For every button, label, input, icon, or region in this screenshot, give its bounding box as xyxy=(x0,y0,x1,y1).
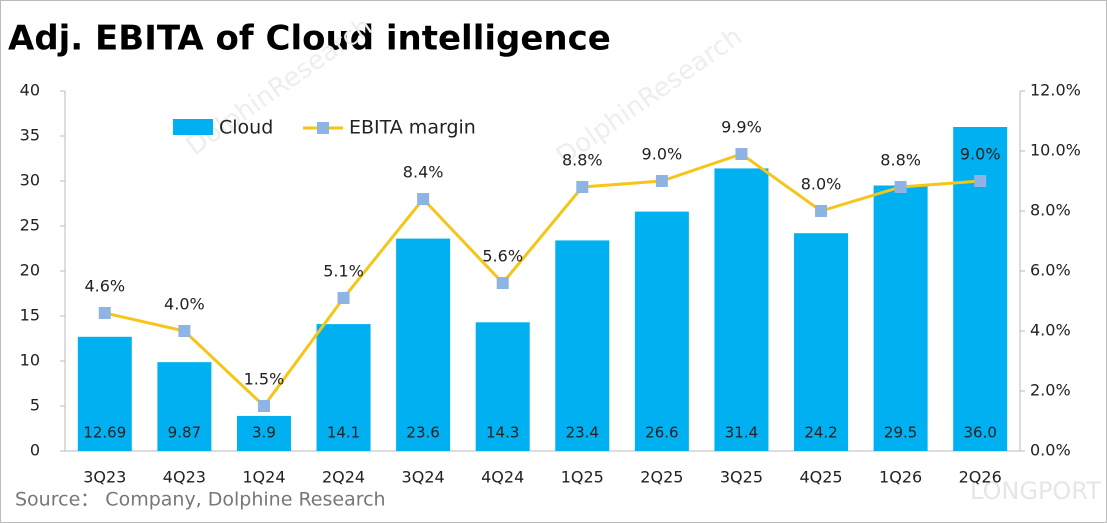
x-tick-label: 2Q24 xyxy=(322,468,365,487)
legend-swatch xyxy=(173,119,213,135)
y-tick-label: 15 xyxy=(20,306,40,325)
x-tick-label: 3Q25 xyxy=(720,468,763,487)
line-marker xyxy=(417,193,430,205)
line-value-label: 8.8% xyxy=(562,151,603,170)
x-tick-label: 3Q23 xyxy=(83,468,126,487)
bar xyxy=(475,322,530,451)
line-marker xyxy=(974,175,987,187)
x-tick-label: 1Q24 xyxy=(242,468,285,487)
bar-value-label: 12.69 xyxy=(83,424,126,442)
y2-tick-label: 6.0% xyxy=(1030,261,1071,280)
bar-value-label: 29.5 xyxy=(884,424,917,442)
y-tick-label: 40 xyxy=(20,81,40,100)
y-tick-label: 35 xyxy=(20,126,40,145)
bar xyxy=(157,362,212,451)
legend-label: EBITA margin xyxy=(349,117,476,139)
bar-value-label: 36.0 xyxy=(964,424,997,442)
line-value-label: 8.4% xyxy=(403,163,444,182)
x-tick-label: 4Q24 xyxy=(481,468,524,487)
line-value-label: 5.6% xyxy=(482,247,523,266)
y-tick-label: 0 xyxy=(30,441,40,460)
line-marker xyxy=(894,181,907,193)
bar xyxy=(714,168,769,451)
bar xyxy=(316,324,371,451)
bar xyxy=(794,233,849,451)
source: Source： Company, Dolphine Research xyxy=(15,489,386,511)
watermark: LONGPORT xyxy=(970,477,1101,505)
bar xyxy=(555,240,610,451)
y2-tick-label: 8.0% xyxy=(1030,201,1071,220)
bar xyxy=(634,211,689,451)
y-tick-label: 10 xyxy=(20,351,40,370)
chart-title: Adj. EBITA of Cloud intelligence xyxy=(8,19,611,59)
line-value-label: 1.5% xyxy=(244,370,285,389)
line-value-label: 9.0% xyxy=(642,145,683,164)
bar xyxy=(236,415,291,451)
legend-label: Cloud xyxy=(219,117,273,139)
bar xyxy=(873,185,928,451)
line-value-label: 9.0% xyxy=(960,145,1001,164)
y-tick-label: 5 xyxy=(30,396,40,415)
line-marker xyxy=(815,205,828,217)
line-marker xyxy=(178,325,191,337)
line-value-label: 9.9% xyxy=(721,118,762,137)
line-marker xyxy=(496,277,509,289)
bar xyxy=(77,336,132,451)
y2-tick-label: 12.0% xyxy=(1030,81,1081,100)
line-value-label: 5.1% xyxy=(323,262,364,281)
y2-tick-label: 2.0% xyxy=(1030,381,1071,400)
y-tick-label: 30 xyxy=(20,171,40,190)
x-tick-label: 1Q26 xyxy=(879,468,922,487)
y-tick-label: 25 xyxy=(20,216,40,235)
x-tick-label: 4Q25 xyxy=(799,468,842,487)
line-marker xyxy=(655,175,668,187)
line-marker xyxy=(576,181,589,193)
bar-value-label: 31.4 xyxy=(725,424,758,442)
bar-value-label: 24.2 xyxy=(804,424,837,442)
line-marker xyxy=(257,400,270,412)
line-value-label: 4.0% xyxy=(164,295,205,314)
bar-value-label: 3.9 xyxy=(252,424,276,442)
x-tick-label: 2Q26 xyxy=(959,468,1002,487)
line-value-label: 4.6% xyxy=(84,277,125,296)
bar-value-label: 14.1 xyxy=(327,424,360,442)
line-value-label: 8.0% xyxy=(801,175,842,194)
line-value-label: 8.8% xyxy=(880,151,921,170)
x-tick-label: 4Q23 xyxy=(163,468,206,487)
line xyxy=(104,152,981,409)
y2-tick-label: 10.0% xyxy=(1030,141,1081,160)
y-tick-label: 20 xyxy=(20,261,40,280)
y2-tick-label: 4.0% xyxy=(1030,321,1071,340)
bar-value-label: 23.4 xyxy=(566,424,599,442)
x-tick-label: 1Q25 xyxy=(561,468,604,487)
bar xyxy=(396,238,451,451)
y2-tick-label: 0.0% xyxy=(1030,441,1071,460)
line-marker xyxy=(337,292,350,304)
legend-swatch xyxy=(317,122,329,134)
bar-value-label: 14.3 xyxy=(486,424,519,442)
x-tick-label: 2Q25 xyxy=(640,468,683,487)
line-marker xyxy=(98,307,111,319)
line-marker xyxy=(735,148,748,160)
bar-value-label: 26.6 xyxy=(645,424,678,442)
x-tick-label: 3Q24 xyxy=(402,468,445,487)
bar-value-label: 9.87 xyxy=(168,424,201,442)
bar-value-label: 23.6 xyxy=(406,424,439,442)
